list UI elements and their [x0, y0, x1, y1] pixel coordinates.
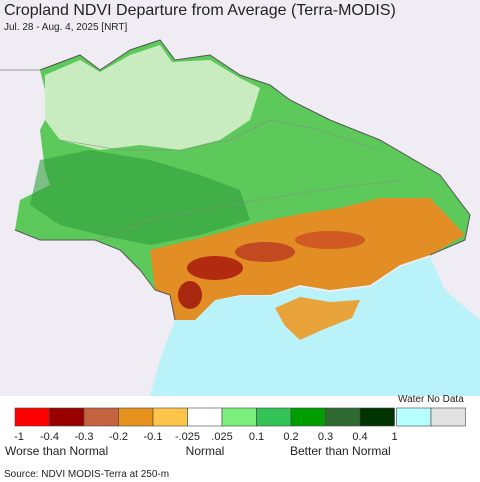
legend-swatch — [83, 407, 119, 427]
crimea — [275, 297, 360, 340]
legend-label: 0.4 — [352, 431, 367, 443]
legend-swatch — [359, 407, 395, 427]
legend-label: -1 — [14, 431, 24, 443]
legend-extra-label: Water No Data — [398, 394, 464, 405]
legend-label: -.025 — [175, 431, 200, 443]
legend-label: -0.4 — [40, 431, 59, 443]
legend-swatch — [396, 407, 432, 427]
legend-swatch — [49, 407, 85, 427]
title: Cropland NDVI Departure from Average (Te… — [4, 2, 396, 19]
legend-label: -0.2 — [109, 431, 128, 443]
legend-label: 0.3 — [318, 431, 333, 443]
dry-patch — [295, 231, 365, 249]
dark-green-region — [30, 150, 250, 245]
border — [14, 229, 176, 321]
legend-swatch — [118, 407, 154, 427]
legend-caption: Worse than Normal — [5, 444, 108, 458]
legend-swatch — [152, 407, 188, 427]
legend: -1 -0.4 -0.3 -0.2 -0.1 -.025 .025 0.1 0.2 0.3 0.4 1 — [14, 407, 466, 443]
legend-swatch — [290, 407, 326, 427]
legend-swatch — [14, 407, 50, 427]
map — [0, 0, 480, 396]
legend-caption: Better than Normal — [290, 444, 391, 458]
subtitle: Jul. 28 - Aug. 4, 2025 [NRT] — [4, 22, 127, 33]
dry-patch — [178, 281, 202, 309]
border — [39, 39, 471, 256]
legend-label: 1 — [391, 431, 397, 443]
legend-swatch — [256, 407, 292, 427]
region-border — [59, 119, 381, 151]
legend-label: .025 — [211, 431, 232, 443]
legend-swatch — [430, 407, 466, 427]
legend-label: 0.2 — [283, 431, 298, 443]
legend-caption: Normal — [186, 444, 225, 458]
legend-swatch — [325, 407, 361, 427]
legend-label: 0.1 — [249, 431, 264, 443]
light-region — [45, 45, 260, 150]
region-border — [99, 179, 401, 241]
legend-label: -0.3 — [75, 431, 94, 443]
south-region — [150, 198, 465, 320]
legend-swatch — [187, 407, 223, 427]
source: Source: NDVI MODIS-Terra at 250-m — [4, 469, 169, 480]
dry-patch — [235, 242, 295, 262]
legend-label: -0.1 — [144, 431, 163, 443]
dry-patch — [187, 256, 243, 280]
legend-swatch — [221, 407, 257, 427]
